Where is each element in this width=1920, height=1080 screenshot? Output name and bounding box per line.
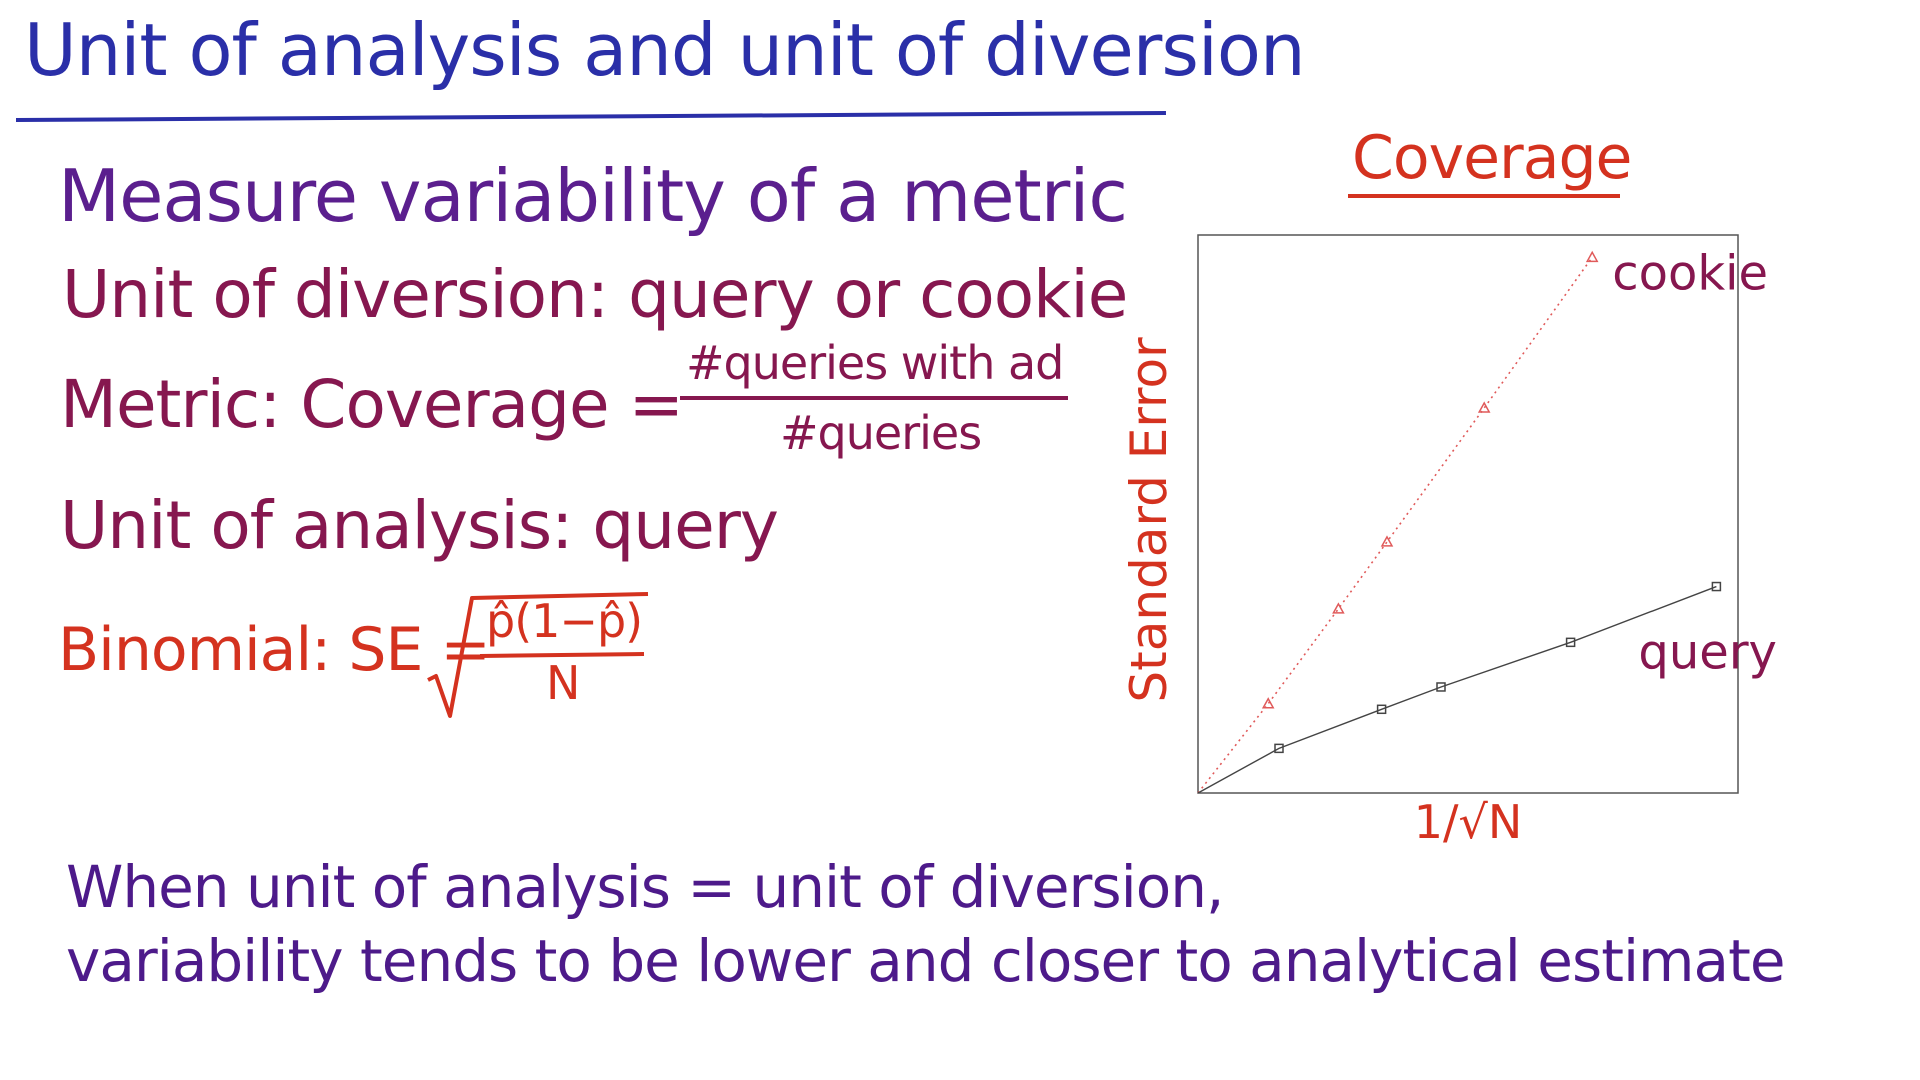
se-numerator: p̂(1−p̂) — [486, 594, 643, 648]
data-point-query — [1436, 682, 1446, 692]
series-line-query — [1197, 585, 1717, 794]
series-layer — [1197, 250, 1722, 794]
x-axis-label: 1/√N — [1414, 795, 1523, 849]
coverage-chart: Standard Error 1/√N cookie query — [1120, 234, 1777, 849]
data-point-cookie — [1477, 401, 1491, 413]
data-point-cookie — [1261, 697, 1275, 709]
data-point-query — [1376, 704, 1387, 715]
coverage-fraction-bar — [680, 396, 1068, 400]
conclusion-line-1: When unit of analysis = unit of diversio… — [66, 853, 1224, 921]
data-point-cookie — [1585, 250, 1599, 263]
title-underline — [15, 110, 1166, 122]
coverage-fraction-denominator: #queries — [780, 406, 982, 460]
data-point-query — [1274, 743, 1284, 754]
text-metric-coverage: Metric: Coverage = — [60, 366, 684, 443]
text-unit-of-analysis: Unit of analysis: query — [60, 487, 779, 564]
coverage-fraction-numerator: #queries with ad — [686, 336, 1064, 390]
conclusion-line-2: variability tends to be lower and closer… — [66, 927, 1786, 995]
page-title: Unit of analysis and unit of diversion — [24, 8, 1306, 92]
se-denominator: N — [546, 656, 580, 710]
data-point-query — [1711, 581, 1722, 592]
y-axis-label: Standard Error — [1120, 337, 1178, 703]
chart-title: Coverage — [1352, 123, 1632, 193]
chart-title-underline — [1348, 194, 1620, 198]
text-binomial-se: Binomial: SE = — [58, 615, 491, 685]
text-measure-variability: Measure variability of a metric — [58, 154, 1128, 238]
sqrt-symbol — [427, 592, 649, 718]
series-label-layer: cookie query — [1612, 245, 1777, 680]
series-label-query: query — [1638, 625, 1777, 681]
data-point-query — [1565, 637, 1576, 648]
data-point-cookie — [1332, 602, 1345, 614]
series-label-cookie: cookie — [1612, 245, 1768, 301]
text-unit-of-diversion: Unit of diversion: query or cookie — [62, 256, 1128, 333]
series-line-cookie — [1197, 256, 1593, 794]
plot-frame — [1197, 234, 1739, 794]
data-point-cookie — [1380, 535, 1394, 547]
